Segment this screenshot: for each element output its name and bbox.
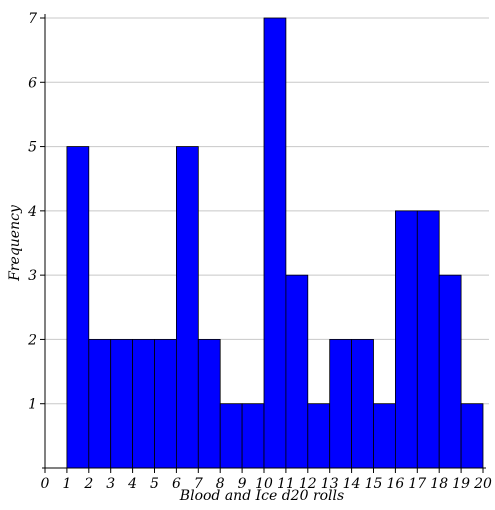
y-tick-label-2: 2 <box>27 332 37 348</box>
x-tick-label-3: 3 <box>106 476 115 492</box>
y-tick-label-7: 7 <box>28 11 37 27</box>
bar-19-20 <box>460 403 484 469</box>
bar-7-8 <box>197 339 221 469</box>
bar-2-3 <box>88 339 112 469</box>
x-tick-label-11: 11 <box>277 476 295 492</box>
x-tick-label-17: 17 <box>408 476 426 492</box>
x-tick-label-2: 2 <box>83 476 93 492</box>
x-tick-label-5: 5 <box>150 476 159 492</box>
bar-14-15 <box>351 339 374 469</box>
y-tick-layer: 1 2 3 4 5 6 7 <box>27 11 45 413</box>
x-axis-title: Blood and Ice d20 rolls <box>179 488 344 504</box>
y-tick-label-5: 5 <box>28 140 37 156</box>
bar-13-14 <box>329 339 353 469</box>
bar-16-17 <box>394 210 418 469</box>
bar-6-7 <box>175 146 199 469</box>
bar-12-13 <box>307 403 331 469</box>
x-tick-label-9: 9 <box>238 476 247 492</box>
x-tick-label-6: 6 <box>172 476 181 492</box>
x-tick-label-4: 4 <box>127 476 137 492</box>
bar-15-16 <box>373 403 396 469</box>
bar-11-12 <box>285 274 309 469</box>
x-tick-label-7: 7 <box>194 476 203 492</box>
bar-5-6 <box>154 339 177 469</box>
bar-18-19 <box>438 274 462 469</box>
x-tick-label-1: 1 <box>62 476 71 492</box>
x-tick-label-15: 15 <box>365 476 383 492</box>
x-tick-label-10: 10 <box>255 476 273 492</box>
x-tick-label-13: 13 <box>321 476 339 492</box>
bar-10-11 <box>263 17 287 469</box>
bar-layer <box>66 17 484 469</box>
bar-9-10 <box>241 403 265 469</box>
x-tick-label-16: 16 <box>386 476 404 492</box>
y-tick-label-1: 1 <box>28 397 37 413</box>
bar-17-18 <box>416 210 440 469</box>
y-axis-title: Frequency <box>7 204 23 282</box>
x-tick-label-0: 0 <box>41 476 50 492</box>
x-tick-label-19: 19 <box>452 476 470 492</box>
x-tick-label-12: 12 <box>299 476 317 492</box>
y-tick-label-6: 6 <box>28 75 37 91</box>
y-tick-label-4: 4 <box>27 204 37 220</box>
bar-4-5 <box>132 339 155 469</box>
x-tick-layer: 0 1 2 3 4 5 6 7 8 9 10 11 12 13 14 15 16 17 18 19 20 <box>41 468 492 492</box>
bar-1-2 <box>66 146 90 469</box>
x-tick-label-20: 20 <box>473 476 492 492</box>
y-tick-label-3: 3 <box>28 268 37 284</box>
bar-3-4 <box>110 339 133 469</box>
bar-8-9 <box>219 403 243 469</box>
x-tick-label-18: 18 <box>430 476 448 492</box>
x-tick-label-14: 14 <box>343 476 361 492</box>
x-tick-label-8: 8 <box>216 476 225 492</box>
